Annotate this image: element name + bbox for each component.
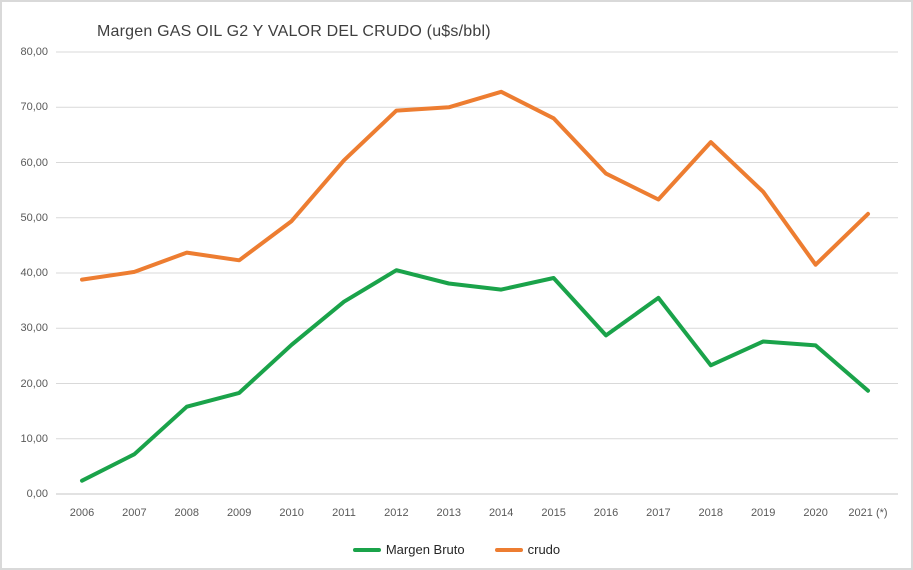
margen-bruto-line [80, 268, 870, 483]
x-axis-tick-label: 2020 [803, 507, 828, 519]
x-axis-tick-label: 2014 [488, 507, 514, 519]
chart-title: Margen GAS OIL G2 Y VALOR DEL CRUDO (u$s… [97, 23, 491, 40]
x-axis-tick-label: 2021 (*) [848, 507, 888, 519]
legend-item-margen-bruto: Margen Bruto [352, 542, 465, 557]
legend-item-crudo: crudo [494, 542, 561, 557]
x-axis-tick-label: 2013 [436, 507, 462, 519]
x-axis-tick-label: 2012 [384, 507, 409, 519]
x-axis-tick-label: 2011 [332, 507, 356, 519]
x-axis-tick-label: 2015 [541, 507, 566, 519]
legend-line-swatch-icon [494, 547, 523, 552]
y-axis-tick-label: 60,00 [20, 156, 48, 169]
x-axis-tick-label: 2019 [750, 507, 776, 519]
x-axis-tick-label: 2017 [646, 507, 671, 519]
legend-label: crudo [527, 542, 561, 557]
y-axis-tick-label: 50,00 [20, 211, 48, 224]
x-axis-tick-label: 2009 [226, 507, 252, 519]
x-axis-tick-label: 2010 [279, 507, 304, 519]
legend-line-swatch-icon [352, 547, 381, 552]
x-axis-tick-label: 2008 [174, 507, 200, 519]
y-axis-tick-label: 0,00 [26, 488, 48, 500]
legend-label: Margen Bruto [385, 542, 465, 557]
y-axis-tick-label: 40,00 [20, 267, 48, 279]
y-axis-tick-label: 20,00 [20, 377, 48, 390]
x-axis-tick-label: 2007 [122, 507, 147, 519]
crudo-line [80, 89, 870, 282]
x-axis-tick-label: 2018 [698, 507, 724, 519]
x-axis-tick-label: 2016 [593, 507, 619, 519]
y-axis-tick-label: 70,00 [20, 101, 48, 114]
legend: Margen Bruto crudo [2, 542, 911, 557]
x-axis-tick-label: 2006 [69, 507, 95, 519]
y-axis-tick-label: 80,00 [20, 46, 48, 58]
y-axis-tick-label: 30,00 [20, 322, 48, 335]
y-axis-tick-label: 10,00 [20, 432, 48, 445]
